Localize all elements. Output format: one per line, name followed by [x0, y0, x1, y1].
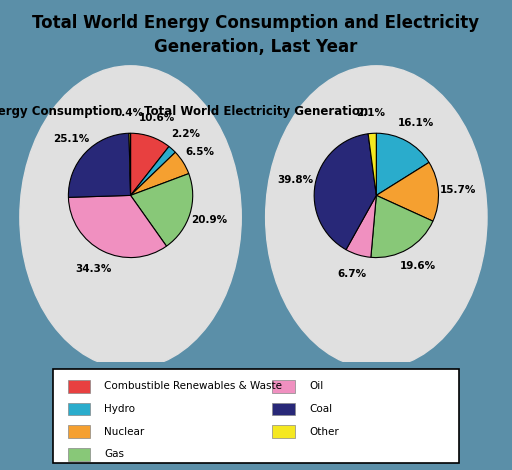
Bar — [68, 448, 90, 461]
Wedge shape — [131, 152, 189, 196]
Wedge shape — [346, 196, 376, 257]
Bar — [272, 380, 295, 393]
Wedge shape — [368, 133, 376, 196]
Wedge shape — [371, 196, 433, 258]
Text: 20.9%: 20.9% — [191, 215, 227, 225]
Bar — [68, 425, 90, 438]
Circle shape — [266, 66, 487, 368]
Text: Oil: Oil — [309, 381, 324, 392]
Text: 25.1%: 25.1% — [53, 134, 89, 144]
Wedge shape — [69, 133, 131, 197]
Text: 6.5%: 6.5% — [186, 147, 215, 157]
Text: 10.6%: 10.6% — [139, 113, 176, 123]
Wedge shape — [129, 133, 131, 196]
Text: 34.3%: 34.3% — [76, 264, 112, 274]
Bar — [68, 403, 90, 415]
Text: 39.8%: 39.8% — [278, 175, 314, 185]
Wedge shape — [69, 196, 166, 258]
Wedge shape — [131, 147, 175, 196]
Text: Hydro: Hydro — [104, 404, 136, 414]
Text: Coal: Coal — [309, 404, 332, 414]
Text: Total World Energy Consumption and Electricity
Generation, Last Year: Total World Energy Consumption and Elect… — [32, 14, 480, 56]
Wedge shape — [376, 163, 438, 221]
Bar — [272, 425, 295, 438]
Text: 2.1%: 2.1% — [356, 109, 386, 118]
Text: 19.6%: 19.6% — [400, 261, 436, 272]
Wedge shape — [131, 133, 169, 196]
Text: Combustible Renewables & Waste: Combustible Renewables & Waste — [104, 381, 283, 392]
Text: 0.4%: 0.4% — [115, 108, 144, 118]
Wedge shape — [314, 134, 376, 250]
Bar — [68, 380, 90, 393]
Wedge shape — [376, 133, 429, 196]
Text: Total World Energy Consumption: Total World Energy Consumption — [0, 105, 119, 118]
Text: Gas: Gas — [104, 449, 124, 460]
Text: 15.7%: 15.7% — [440, 185, 477, 195]
Bar — [272, 403, 295, 415]
FancyBboxPatch shape — [53, 368, 459, 463]
Text: Total World Electricity Generation: Total World Electricity Generation — [144, 105, 368, 118]
Text: Other: Other — [309, 427, 339, 437]
Wedge shape — [131, 173, 193, 246]
Text: Nuclear: Nuclear — [104, 427, 145, 437]
Text: 2.2%: 2.2% — [171, 129, 200, 140]
Circle shape — [20, 66, 241, 368]
Text: 16.1%: 16.1% — [398, 118, 434, 128]
Text: 6.7%: 6.7% — [337, 269, 367, 279]
